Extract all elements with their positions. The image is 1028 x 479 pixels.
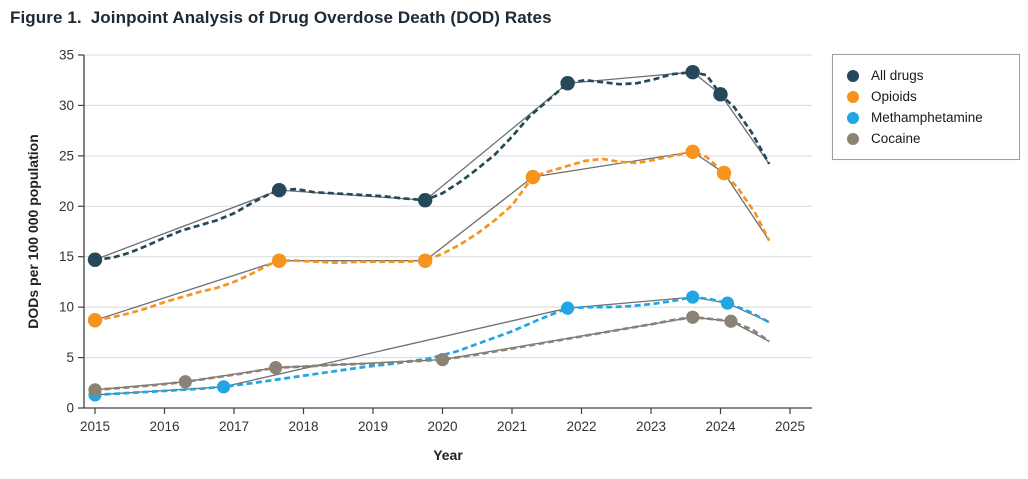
series-opioids-joinpoint-dot [716,165,732,181]
legend: All drugs Opioids Methamphetamine Cocaine [832,54,1020,160]
x-tick-label-2022: 2022 [566,419,596,434]
y-tick-label-10: 10 [59,300,74,315]
legend-label: Cocaine [871,131,921,146]
series-all-drugs-joinpoint-dot [271,182,287,198]
figure-title-text: Joinpoint Analysis of Drug Overdose Deat… [90,8,552,27]
series-all-drugs-joinpoint-dot [87,252,103,267]
series-opioids-joinpoint-dot [271,253,287,268]
figure-title: Figure 1. Joinpoint Analysis of Drug Over… [10,8,552,28]
series-cocaine-observed-line [94,315,770,392]
y-axis-title: DODs per 100 000 population [25,134,41,329]
series-methamphetamine-joinpoint-dot [686,290,700,304]
legend-dot-methamphetamine [847,111,859,124]
figure-number: Figure 1. [10,8,82,27]
series-opioids-observed-line [94,150,771,322]
legend-label: Methamphetamine [871,110,983,125]
series-opioids-joinpoint-dot [417,253,433,268]
x-tick-label-2025: 2025 [775,419,805,434]
series-cocaine-joinpoint-dot [178,375,192,389]
y-tick-label-25: 25 [59,148,74,163]
legend-dot-cocaine [847,132,859,145]
series-opioids-fit-line [94,151,770,321]
series-cocaine-joinpoint-dot [435,352,450,367]
series-all-drugs-fit-line [94,71,770,261]
legend-label: All drugs [871,68,924,83]
series-all-drugs-observed-line [94,70,771,262]
y-tick-label-5: 5 [66,350,74,365]
legend-dot-opioids [847,90,859,103]
legend-item-cocaine: Cocaine [847,128,1005,149]
legend-item-opioids: Opioids [847,86,1005,107]
y-tick-label-35: 35 [59,48,74,63]
x-tick-label-2016: 2016 [149,419,179,434]
series-methamphetamine-joinpoint-dot [561,301,575,315]
legend-label: Opioids [871,89,917,104]
series-opioids-joinpoint-dot [87,313,103,328]
x-tick-label-2015: 2015 [80,419,110,434]
series-methamphetamine-joinpoint-dot [720,296,735,310]
series-opioids-joinpoint-dot [525,169,541,185]
x-tick-label-2020: 2020 [427,419,457,434]
series-cocaine-joinpoint-dot [269,361,283,375]
series-cocaine-fit-line [94,316,770,391]
series-cocaine-joinpoint-dot [88,383,102,397]
x-tick-label-2019: 2019 [358,419,388,434]
series-opioids-joinpoint-dot [685,144,700,160]
series-all-drugs-joinpoint-dot [713,87,728,102]
x-tick-label-2021: 2021 [497,419,527,434]
x-tick-label-2017: 2017 [219,419,249,434]
y-tick-label-30: 30 [59,98,74,113]
x-axis-title: Year [433,447,463,463]
legend-item-methamphetamine: Methamphetamine [847,107,1005,128]
series-cocaine-joinpoint-dot [724,314,738,328]
series-cocaine-joinpoint-dot [686,310,700,324]
y-tick-label-20: 20 [59,199,74,214]
y-tick-label-0: 0 [66,401,74,416]
x-tick-label-2023: 2023 [636,419,666,434]
legend-item-all-drugs: All drugs [847,65,1005,86]
series-methamphetamine-joinpoint-dot [216,380,231,394]
series-all-drugs-joinpoint-dot [560,76,575,91]
y-tick-label-15: 15 [59,249,74,264]
legend-dot-all-drugs [847,69,859,82]
series-all-drugs-joinpoint-dot [685,64,700,80]
x-tick-label-2018: 2018 [288,419,318,434]
x-tick-label-2024: 2024 [705,419,736,434]
series-all-drugs-joinpoint-dot [417,193,433,208]
